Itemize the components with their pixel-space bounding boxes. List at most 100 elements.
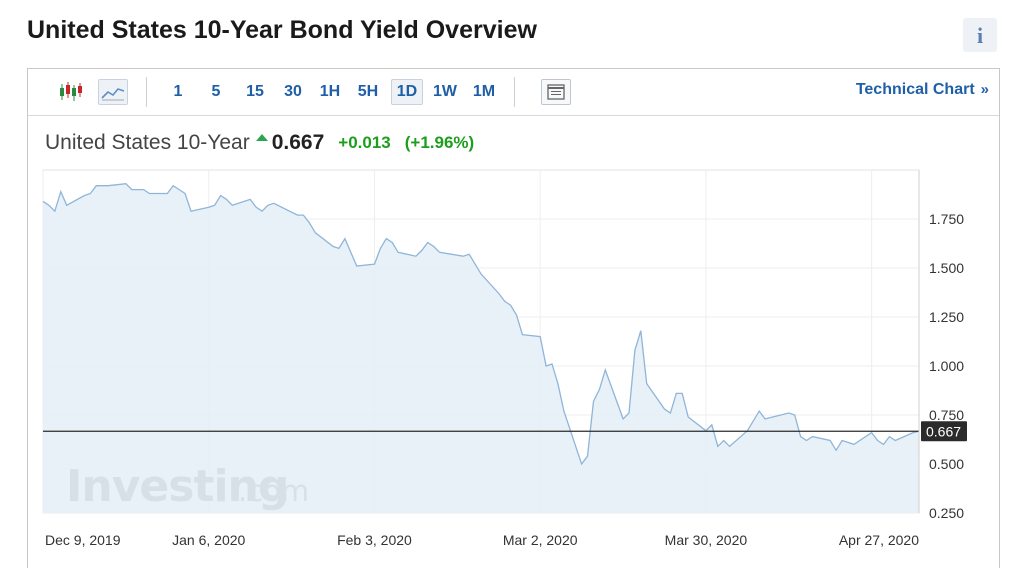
data-point xyxy=(516,314,517,315)
data-point xyxy=(415,256,416,257)
info-button[interactable]: i xyxy=(963,18,997,52)
y-tick-label: 1.000 xyxy=(929,358,964,374)
toolbar-separator xyxy=(514,77,515,107)
data-point xyxy=(800,436,801,437)
data-point xyxy=(48,205,49,206)
y-tick-label: 1.750 xyxy=(929,211,964,227)
data-point xyxy=(475,264,476,265)
area-chart-icon[interactable] xyxy=(98,79,128,105)
data-point xyxy=(812,436,813,437)
data-point xyxy=(557,383,558,384)
data-point xyxy=(54,211,55,212)
data-point xyxy=(806,440,807,441)
data-point xyxy=(108,185,109,186)
data-point xyxy=(398,252,399,253)
data-point xyxy=(173,185,174,186)
timeframe-1m-button[interactable]: 1M xyxy=(472,83,496,100)
news-table-icon[interactable] xyxy=(541,79,571,105)
data-point xyxy=(581,463,582,464)
series-line xyxy=(42,183,920,466)
data-point xyxy=(220,195,221,196)
data-point xyxy=(540,336,541,337)
data-point xyxy=(510,305,511,306)
data-point xyxy=(356,265,357,266)
data-point xyxy=(794,414,795,415)
timeframe-5h-button[interactable]: 5H xyxy=(357,83,379,100)
y-tick-label: 0.250 xyxy=(929,505,964,521)
data-point xyxy=(889,436,890,437)
y-tick-label: 1.250 xyxy=(929,309,964,325)
data-point xyxy=(895,440,896,441)
data-point xyxy=(498,293,499,294)
data-point xyxy=(338,248,339,249)
data-point xyxy=(261,211,262,212)
chart-plot[interactable]: Investing.com0.2500.5000.7501.0001.2501.… xyxy=(28,69,999,564)
data-point xyxy=(60,191,61,192)
data-point xyxy=(830,440,831,441)
data-point xyxy=(853,444,854,445)
timeframe-1w-button[interactable]: 1W xyxy=(433,83,457,100)
y-tick-label: 0.750 xyxy=(929,407,964,423)
data-point xyxy=(646,383,647,384)
data-point xyxy=(386,238,387,239)
chart-panel: 1 5 15 30 1H 5H 1D 1W 1M Technical Chart… xyxy=(27,68,1000,568)
candlestick-chart-icon[interactable] xyxy=(56,79,86,105)
data-point xyxy=(66,205,67,206)
timeframe-1-button[interactable]: 1 xyxy=(173,83,183,100)
technical-chart-link[interactable]: Technical Chart » xyxy=(856,81,989,99)
data-point xyxy=(315,232,316,233)
technical-chart-label: Technical Chart xyxy=(855,81,975,98)
data-point xyxy=(634,350,635,351)
data-point xyxy=(149,193,150,194)
data-point xyxy=(670,412,671,413)
price-change-percent: (+1.96%) xyxy=(404,133,475,152)
data-point xyxy=(256,207,257,208)
timeframe-1h-button[interactable]: 1H xyxy=(319,83,341,100)
data-point xyxy=(522,334,523,335)
data-point xyxy=(439,252,440,253)
last-price: 0.667 xyxy=(271,131,325,154)
timeframe-5-button[interactable]: 5 xyxy=(211,83,221,100)
data-point xyxy=(167,193,168,194)
data-point xyxy=(682,393,683,394)
data-point xyxy=(309,222,310,223)
data-point xyxy=(185,193,186,194)
data-point xyxy=(883,444,884,445)
data-point xyxy=(717,446,718,447)
toolbar-separator xyxy=(146,77,147,107)
current-price-badge xyxy=(921,421,967,442)
data-point xyxy=(847,442,848,443)
data-point xyxy=(250,199,251,200)
data-point xyxy=(599,389,600,390)
data-point xyxy=(753,420,754,421)
timeframe-15-button[interactable]: 15 xyxy=(246,83,264,100)
data-point xyxy=(871,432,872,433)
data-point xyxy=(102,185,103,186)
data-point xyxy=(723,440,724,441)
instrument-name: United States 10-Year xyxy=(45,131,250,154)
x-tick-label: Apr 27, 2020 xyxy=(839,532,919,548)
data-point xyxy=(551,363,552,364)
x-tick-label: Dec 9, 2019 xyxy=(45,532,121,548)
data-point xyxy=(836,450,837,451)
data-point xyxy=(96,185,97,186)
y-tick-label: 1.500 xyxy=(929,260,964,276)
data-point xyxy=(350,252,351,253)
data-point xyxy=(480,273,481,274)
data-point xyxy=(374,264,375,265)
data-point xyxy=(729,446,730,447)
data-point xyxy=(232,205,233,206)
timeframe-30-button[interactable]: 30 xyxy=(284,83,302,100)
x-tick-label: Feb 3, 2020 xyxy=(337,532,412,548)
data-point xyxy=(332,246,333,247)
x-tick-label: Mar 30, 2020 xyxy=(665,532,748,548)
data-point xyxy=(504,301,505,302)
data-point xyxy=(273,203,274,204)
data-point xyxy=(143,189,144,190)
timeframe-1d-button[interactable]: 1D xyxy=(391,79,423,105)
data-point xyxy=(688,416,689,417)
data-point xyxy=(208,207,209,208)
data-point xyxy=(190,211,191,212)
data-point xyxy=(226,199,227,200)
data-point xyxy=(131,189,132,190)
